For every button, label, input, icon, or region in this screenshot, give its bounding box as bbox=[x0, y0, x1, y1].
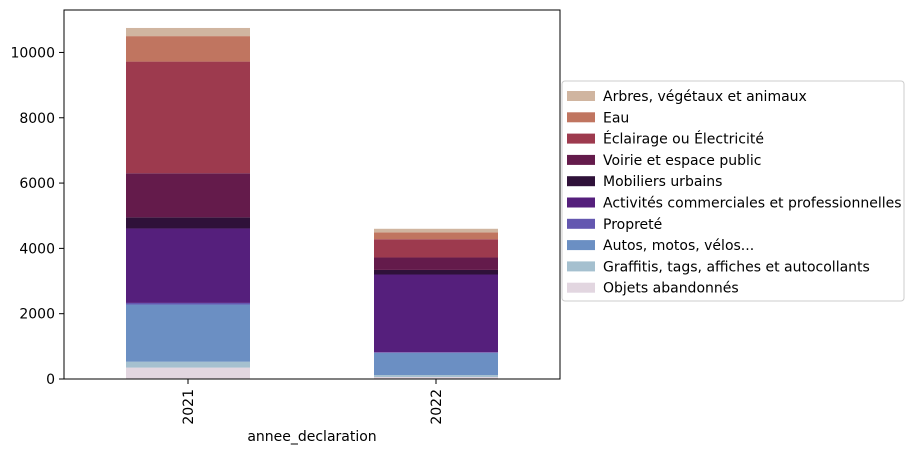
y-tick-label: 8000 bbox=[19, 111, 55, 127]
bar-segment bbox=[126, 302, 250, 305]
legend-label: Objets abandonnés bbox=[603, 281, 739, 297]
bar-segment bbox=[374, 352, 498, 376]
y-tick-label: 2000 bbox=[19, 307, 55, 323]
y-tick-label: 0 bbox=[46, 372, 55, 388]
y-axis: 0 2000 4000 6000 8000 10000 bbox=[10, 45, 64, 388]
legend-swatch bbox=[567, 112, 595, 123]
legend-swatch bbox=[567, 282, 595, 293]
bar-segment bbox=[126, 36, 250, 62]
legend-swatch bbox=[567, 218, 595, 229]
legend-label: Mobiliers urbains bbox=[603, 174, 722, 190]
bar-segment bbox=[126, 367, 250, 379]
legend-swatch bbox=[567, 240, 595, 251]
x-axis: 2021 2022 bbox=[181, 379, 445, 425]
bar-segment bbox=[126, 27, 250, 37]
legend-label: Propreté bbox=[603, 217, 662, 233]
bar-segment bbox=[374, 377, 498, 379]
bar-segment bbox=[126, 173, 250, 218]
bar-segment bbox=[374, 239, 498, 258]
legend-label: Graffitis, tags, affiches et autocollant… bbox=[603, 259, 870, 275]
bar-segment bbox=[374, 228, 498, 233]
legend-swatch bbox=[567, 154, 595, 165]
bar-segment bbox=[374, 375, 498, 378]
bar-segment bbox=[374, 274, 498, 353]
plot-border bbox=[63, 9, 561, 380]
y-tick-label: 6000 bbox=[19, 176, 55, 192]
legend-swatch bbox=[567, 91, 595, 101]
bars bbox=[126, 27, 498, 379]
bar-segment bbox=[374, 257, 498, 270]
x-axis-label: annee_declaration bbox=[247, 429, 376, 445]
legend-label: Activités commerciales et professionnell… bbox=[603, 196, 902, 212]
bar-segment bbox=[126, 304, 250, 362]
legend-swatch bbox=[567, 133, 595, 144]
legend: Arbres, végétaux et animaux Eau Éclairage … bbox=[561, 80, 905, 302]
x-tick-label: 2021 bbox=[181, 389, 197, 425]
legend-swatch bbox=[567, 261, 595, 272]
legend-label: Voirie et espace public bbox=[603, 153, 761, 169]
bar-segment bbox=[126, 61, 250, 174]
legend-swatch bbox=[567, 197, 595, 208]
y-tick-label: 10000 bbox=[10, 45, 55, 61]
legend-frame bbox=[561, 80, 905, 302]
bar-segment bbox=[126, 228, 250, 303]
legend-label: Eau bbox=[603, 110, 629, 126]
x-tick-label: 2022 bbox=[429, 389, 445, 425]
bar-segment bbox=[374, 269, 498, 275]
y-tick-label: 4000 bbox=[19, 241, 55, 257]
legend-label: Éclairage ou Électricité bbox=[603, 131, 764, 148]
bar-segment bbox=[374, 352, 498, 353]
bar-segment bbox=[374, 232, 498, 240]
legend-label: Arbres, végétaux et animaux bbox=[603, 89, 807, 105]
legend-swatch bbox=[567, 176, 595, 187]
bar-segment bbox=[126, 361, 250, 368]
bar-segment bbox=[126, 217, 250, 229]
legend-label: Autos, motos, vélos... bbox=[603, 238, 754, 254]
